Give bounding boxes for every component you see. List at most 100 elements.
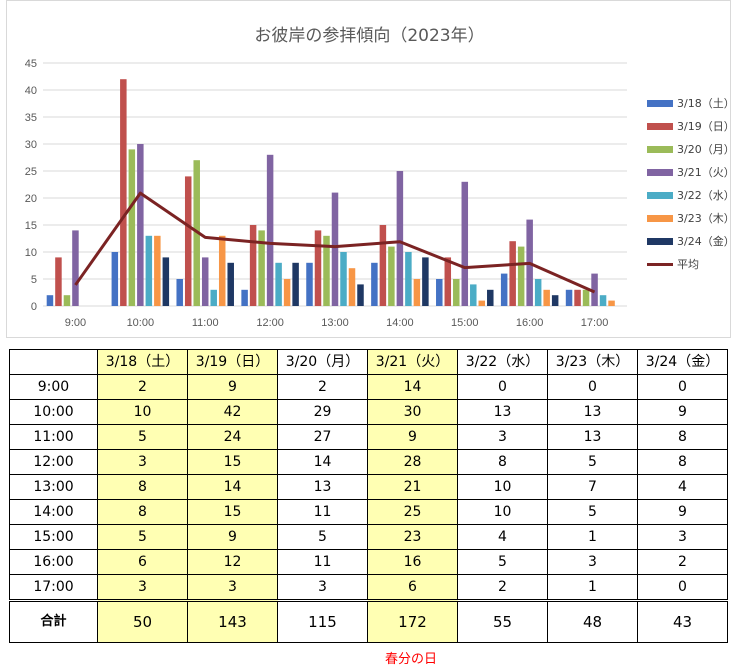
table-cell: 3: [637, 524, 728, 550]
y-tick-label: 10: [25, 247, 37, 259]
table-cell: 1: [547, 524, 638, 550]
table-cell: 25: [367, 499, 458, 525]
table-cell: 3: [547, 549, 638, 575]
legend-label: 3/21（火）: [677, 166, 735, 179]
bar: [487, 289, 494, 306]
x-tick-label: 17:00: [581, 317, 609, 329]
table-row: 13:00 8 14 13 21 10 7 4: [9, 474, 728, 500]
legend-label: 3/23（木）: [677, 212, 735, 225]
x-tick-label: 15:00: [451, 317, 479, 329]
bar: [176, 279, 183, 306]
table-cell: 0: [637, 374, 728, 400]
legend-swatch: [647, 146, 673, 153]
table-row: 16:00 6 12 11 16 5 3 2: [9, 549, 728, 575]
y-tick-label: 35: [25, 112, 37, 124]
bar: [145, 235, 153, 306]
table-cell: 5: [457, 549, 548, 575]
row-label-cell: 15:00: [9, 524, 98, 550]
bar: [55, 257, 62, 306]
chart-container: お彼岸の参拝傾向（2023年） 0 5 10 15 20 25 30 35 40 45 9:00 10…: [6, 0, 735, 338]
table-cell: 14: [277, 449, 368, 475]
bar: [162, 257, 170, 306]
bar: [470, 284, 477, 306]
legend-swatch: [647, 100, 673, 107]
bar: [258, 230, 265, 306]
bar: [534, 279, 542, 306]
y-tick-label: 25: [25, 166, 37, 178]
row-label-cell: [9, 349, 98, 375]
row-label-cell: 17:00: [9, 574, 98, 601]
bar: [218, 235, 226, 306]
bar: [413, 279, 421, 306]
table-cell: 9: [367, 424, 458, 450]
x-tick-label: 11:00: [192, 317, 219, 329]
bar: [453, 279, 460, 306]
row-label-cell: 14:00: [9, 499, 98, 525]
bar: [379, 225, 387, 306]
legend-item: 3/21（火）: [647, 166, 737, 189]
bar: [461, 181, 469, 306]
table-cell: 9: [637, 399, 728, 425]
bar: [249, 225, 257, 306]
table-cell: 9: [187, 374, 278, 400]
bar: [500, 273, 508, 306]
y-tick-label: 40: [25, 85, 37, 97]
bar: [275, 262, 282, 306]
table-cell: 172: [367, 599, 458, 643]
footnote-spring-equinox: 春分の日: [385, 652, 438, 667]
bar: [323, 235, 330, 306]
table-row: 12:00 3 15 14 28 8 5 8: [9, 449, 728, 475]
bar: [184, 176, 192, 306]
table-cell: 27: [277, 424, 368, 450]
table-cell: 14: [367, 374, 458, 400]
legend-label: 3/18（土）: [677, 97, 735, 110]
table-row: 10:00 10 42 29 30 13 13 9: [9, 399, 728, 425]
table-cell: 115: [277, 599, 368, 643]
table-cell: 5: [97, 424, 188, 450]
table-cell: 9: [187, 524, 278, 550]
bar: [120, 79, 127, 306]
x-tick-label: 12:00: [256, 317, 284, 329]
table-cell: 10: [457, 474, 548, 500]
legend-item: 3/20（月）: [647, 143, 737, 166]
legend-label: 3/19（日）: [677, 120, 735, 133]
table-cell: 55: [457, 599, 548, 643]
table-cell: 8: [97, 499, 188, 525]
average-line: [74, 191, 596, 294]
bar: [201, 257, 209, 306]
legend-label: 平均: [677, 258, 699, 271]
table-cell: 29: [277, 399, 368, 425]
table-cell: 3: [187, 574, 278, 601]
row-label-cell: 11:00: [9, 424, 98, 450]
table-cell: 13: [457, 399, 548, 425]
bar: [137, 144, 144, 306]
chart-plot: 0 5 10 15 20 25 30 35 40 45 9:00 10:00 11:00 12:00 13:…: [25, 58, 627, 329]
table-row: 17:00 3 3 3 6 2 1 0: [9, 574, 728, 601]
table-cell: 13: [547, 424, 638, 450]
bar: [128, 149, 136, 306]
table-cell: 15: [187, 499, 278, 525]
bar: [388, 246, 395, 306]
table-cell: 2: [637, 549, 728, 575]
bar: [63, 295, 71, 306]
legend-label: 3/24（金）: [677, 235, 735, 248]
table-cell: 8: [97, 474, 188, 500]
legend-item: 3/19（日）: [647, 120, 737, 143]
table-row: 15:00 5 9 5 23 4 1 3: [9, 524, 728, 550]
table-cell: 24: [187, 424, 278, 450]
table-cell: 3/24（金）: [637, 349, 728, 375]
bar: [111, 252, 119, 306]
bar: [314, 230, 322, 306]
table-cell: 30: [367, 399, 458, 425]
bar: [436, 279, 443, 306]
bar: [241, 289, 248, 306]
bar: [292, 262, 299, 306]
bar: [396, 171, 404, 306]
table-cell: 13: [547, 399, 638, 425]
table-cell: 2: [457, 574, 548, 601]
bar: [582, 289, 590, 306]
legend-item: 平均: [647, 258, 737, 281]
table-cell: 48: [547, 599, 638, 643]
y-tick-label: 0: [31, 301, 37, 313]
bar: [46, 295, 54, 306]
